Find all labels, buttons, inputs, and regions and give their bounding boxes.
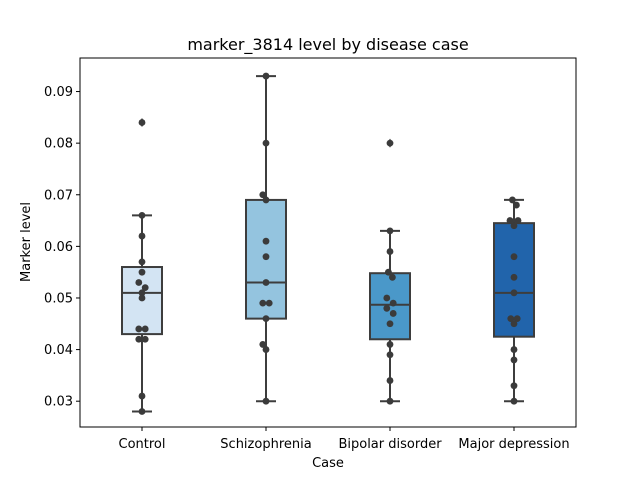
data-point [507,315,515,323]
data-point [510,253,518,261]
data-point [262,139,270,147]
data-point [510,356,518,364]
x-tick-label: Major depression [458,437,569,452]
data-point [383,294,391,302]
data-point [138,294,146,302]
data-point [138,289,146,297]
data-point [262,397,270,405]
data-point [259,191,267,199]
data-point [386,351,394,359]
data-point [386,248,394,255]
data-point [386,227,394,235]
data-point [514,217,522,224]
data-point [138,392,146,400]
data-point [389,273,396,281]
data-point [386,139,394,147]
points-2 [259,72,273,405]
data-point [265,299,273,307]
data-point [386,320,394,328]
points-4 [506,196,522,405]
data-point [510,320,518,328]
data-point [141,284,149,292]
points-1 [135,119,149,415]
data-point [262,196,270,204]
points-3 [383,139,397,405]
data-point [385,268,392,276]
data-point [138,212,146,219]
data-point [510,289,518,297]
data-point [383,304,391,312]
data-point [389,310,397,317]
y-tick-label: 0.06 [44,240,73,255]
data-point [262,315,270,323]
data-point [510,382,518,390]
x-tick-label: Bipolar disorder [338,437,442,452]
data-point [138,258,146,266]
data-point [386,377,394,384]
data-point [262,279,270,286]
chart-title: marker_3814 level by disease case [187,35,468,55]
data-point [262,72,270,80]
data-point [389,299,397,307]
y-tick-label: 0.04 [44,343,73,358]
y-tick-label: 0.09 [44,85,73,100]
y-tick-label: 0.05 [44,291,73,306]
box-body [369,272,411,341]
y-axis-label: Marker level [19,202,34,282]
data-point [386,341,394,348]
plot-frame [79,57,577,428]
data-point [510,273,518,281]
x-axis: Control Schizophrenia Bipolar disorder Majo… [119,427,570,452]
data-point [135,335,143,343]
data-point [138,119,146,126]
data-point [259,341,267,348]
x-tick-label: Schizophrenia [220,437,311,452]
data-point [509,196,516,204]
data-point [262,346,270,353]
data-point [138,408,146,415]
data-point [513,201,520,209]
data-point [386,397,394,405]
data-point [262,253,270,261]
plot-content [121,72,535,415]
data-point [259,299,267,307]
data-point [141,335,149,343]
data-point [138,268,146,276]
data-point [135,279,143,286]
data-point [513,315,521,323]
y-tick-label: 0.07 [44,188,73,203]
data-point [262,237,270,245]
y-tick-label: 0.03 [44,395,73,410]
data-point [141,325,149,333]
x-axis-label: Case [312,456,344,471]
data-point [510,346,518,353]
data-point [138,232,146,240]
data-point [506,217,514,224]
data-point [510,222,518,230]
y-axis: 0.03 0.04 0.05 0.06 0.07 0.08 0.09 [44,85,80,410]
data-point [135,325,143,333]
y-tick-label: 0.08 [44,137,73,152]
x-tick-label: Control [119,437,166,452]
data-point [510,397,518,405]
